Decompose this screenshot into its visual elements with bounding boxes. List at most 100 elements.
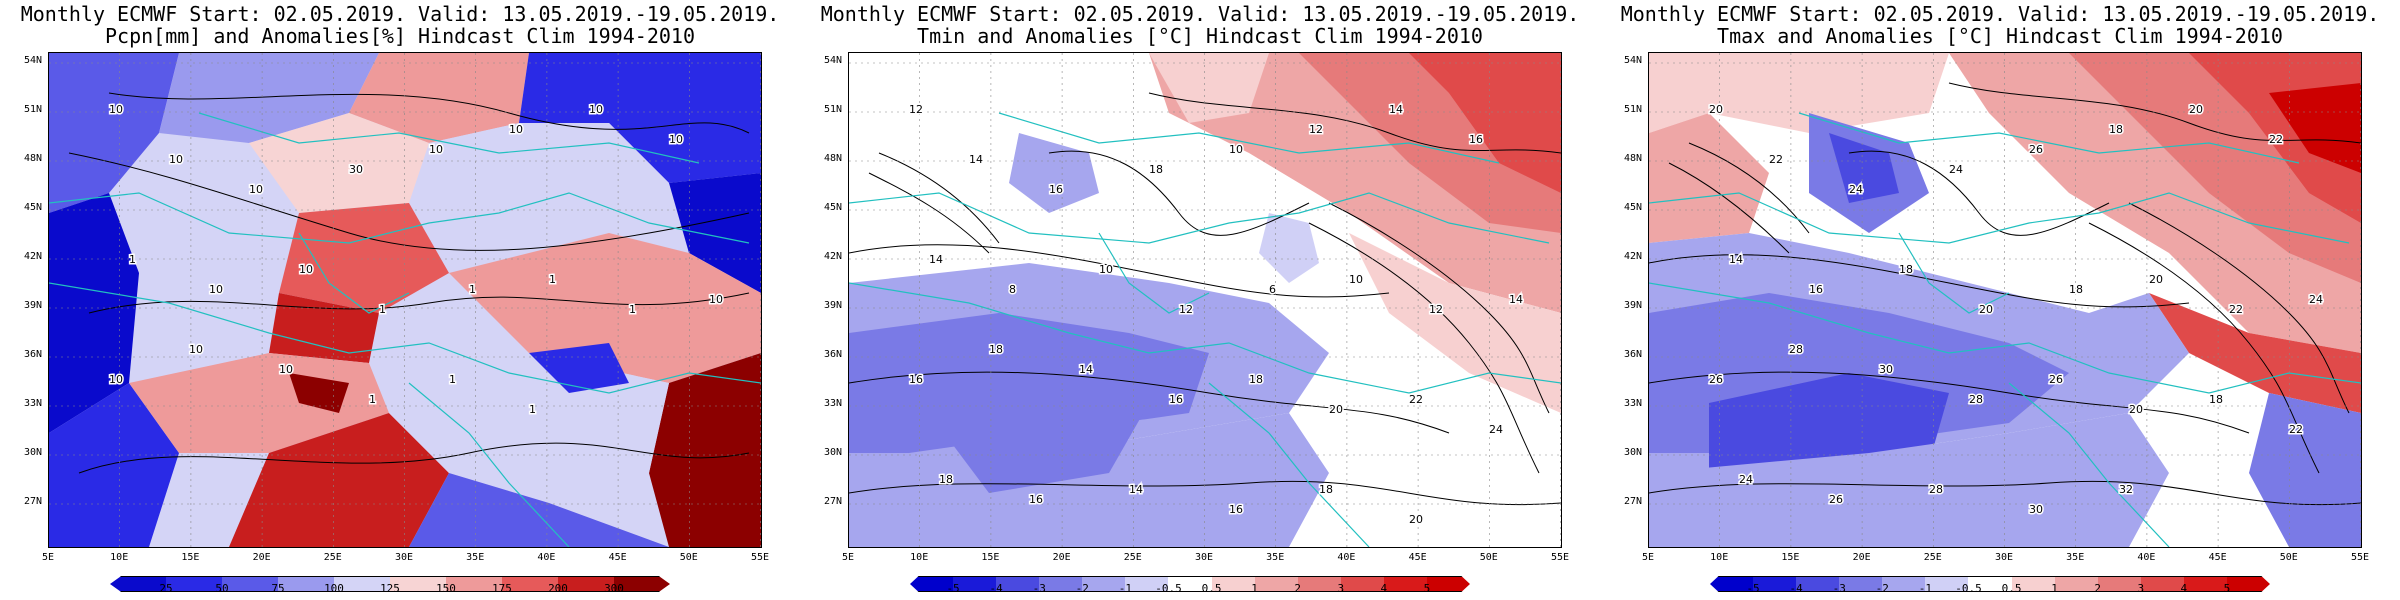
longitude-tick-label: 15E	[1781, 552, 1800, 563]
longitude-tick-label: 50E	[1479, 552, 1498, 563]
colorbar-tick-label: 175	[492, 582, 512, 595]
latitude-tick-label: 33N	[23, 398, 42, 409]
contour-label: 14	[1129, 483, 1143, 496]
longitude-tick-label: 20E	[1052, 552, 1071, 563]
contour-label: 20	[1709, 103, 1723, 116]
colorbar-segment	[278, 576, 334, 592]
contour-label: 10	[429, 143, 443, 156]
latitude-tick-label: 54N	[823, 55, 842, 66]
contour-label: 18	[1899, 263, 1913, 276]
tmin-map-svg: 12 14 16 18 10 12 14 16 14 8 10 12 6 10 12 14 16 18 14 16 18…	[849, 53, 1561, 547]
longitude-tick-label: 10E	[910, 552, 929, 563]
colorbar-tick-label: 3	[2137, 582, 2145, 595]
contour-label: 10	[279, 363, 293, 376]
colorbar-tick-label: 0.5	[2001, 582, 2022, 595]
contour-label: 1	[529, 403, 536, 416]
tmax-map-svg: 20 22 24 24 26 18 20 22 14 16 18 20 18 20 22 24 26 28 30 28…	[1649, 53, 2361, 547]
contour-label: 18	[2069, 283, 2083, 296]
contour-label: 10	[1349, 273, 1363, 286]
tmin-anomaly-map: 12 14 16 18 10 12 14 16 14 8 10 12 6 10 12 14 16 18 14 16 18…	[848, 52, 1562, 548]
contour-label: 26	[2049, 373, 2063, 386]
colorbar-tick-label: 50	[215, 582, 229, 595]
colorbar-tick-label: 25	[159, 582, 173, 595]
colorbar-segment	[1254, 576, 1298, 592]
colorbar-tick-label: 3	[1337, 582, 1345, 595]
colorbar-tick-label: 2	[1294, 582, 1301, 595]
colorbar-segment	[1082, 576, 1126, 592]
latitude-tick-label: 54N	[23, 55, 42, 66]
longitude-tick-label: 30E	[394, 552, 414, 563]
contour-label: 10	[589, 103, 603, 116]
contour-label: 24	[2309, 293, 2323, 306]
contour-label: 22	[1769, 153, 1783, 166]
colorbar-segment	[1839, 576, 1883, 592]
contour-label: 32	[2119, 483, 2133, 496]
colorbar-segment	[1168, 576, 1212, 592]
colorbar-segment	[614, 576, 670, 592]
latitude-tick-label: 36N	[823, 349, 842, 360]
colorbar-tick-label: 5	[1423, 582, 1431, 595]
contour-label: 20	[1979, 303, 1993, 316]
colorbar-tick-label: 300	[604, 582, 624, 595]
colorbar-segment	[502, 576, 558, 592]
colorbar-segment	[1796, 576, 1840, 592]
contour-label: 18	[939, 473, 953, 486]
contour-label: 10	[169, 153, 183, 166]
colorbar-tick-label: -4	[1789, 582, 1803, 595]
colorbar-tick-label: 0.5	[1201, 582, 1222, 595]
longitude-tick-label: 30E	[1194, 552, 1214, 563]
contour-label: 26	[1709, 373, 1723, 386]
longitude-tick-label: 25E	[1123, 552, 1142, 563]
panel-tmax: Monthly ECMWF Start: 02.05.2019. Valid: …	[1600, 0, 2400, 600]
contour-label: 16	[1169, 393, 1183, 406]
contour-label: 10	[709, 293, 723, 306]
contour-label: 14	[1729, 253, 1743, 266]
contour-label: 1	[129, 253, 136, 266]
colorbar-segment	[1340, 576, 1384, 592]
colorbar-segment	[1383, 576, 1427, 592]
panel-title-line2: Tmin and Anomalies [°C] Hindcast Clim 19…	[917, 24, 1483, 48]
tmax-anomaly-map: 20 22 24 24 26 18 20 22 14 16 18 20 18 20 22 24 26 28 30 28…	[1648, 52, 2362, 548]
latitude-tick-label: 51N	[1623, 104, 1642, 115]
colorbar-tick-label: -5	[946, 582, 960, 595]
contour-label: 12	[909, 103, 923, 116]
longitude-tick-label: 15E	[981, 552, 1000, 563]
latitude-tick-label: 39N	[1623, 300, 1642, 311]
longitude-tick-label: 5E	[1641, 552, 1655, 563]
panel-precipitation: Monthly ECMWF Start: 02.05.2019. Valid: …	[0, 0, 800, 600]
contour-label: 1	[629, 303, 636, 316]
latitude-tick-label: 48N	[823, 153, 842, 164]
latitude-tick-label: 48N	[1623, 153, 1642, 164]
panel-title-line2: Pcpn[mm] and Anomalies[%] Hindcast Clim …	[104, 24, 695, 48]
colorbar-tick-label: -1	[1918, 582, 1932, 595]
contour-label: 10	[299, 263, 313, 276]
colorbar-tick-label: -3	[1032, 582, 1046, 595]
contour-label: 18	[989, 343, 1003, 356]
latitude-tick-label: 36N	[23, 349, 42, 360]
contour-label: 1	[469, 283, 476, 296]
colorbar-segment	[110, 576, 166, 592]
colorbar-segment	[1968, 576, 2012, 592]
colorbar-segment	[1125, 576, 1169, 592]
longitude-tick-label: 55E	[750, 552, 770, 563]
longitude-tick-label: 45E	[2208, 552, 2227, 563]
longitude-tick-label: 45E	[1408, 552, 1427, 563]
contour-label: 12	[1179, 303, 1193, 316]
colorbar-tick-label: -0.5	[1155, 582, 1182, 595]
contour-label: 22	[1409, 393, 1423, 406]
contour-label: 1	[549, 273, 556, 286]
contour-label: 28	[1969, 393, 1983, 406]
contour-label: 10	[1229, 143, 1243, 156]
latitude-tick-label: 27N	[823, 496, 842, 507]
colorbar-segment	[390, 576, 446, 592]
colorbar-tick-label: -1	[1118, 582, 1132, 595]
contour-label: 26	[1829, 493, 1843, 506]
colorbar-segment	[2183, 576, 2227, 592]
contour-label: 16	[1809, 283, 1823, 296]
contour-label: 6	[1269, 283, 1276, 296]
colorbar-segment	[222, 576, 278, 592]
colorbar-tick-label: 100	[324, 582, 344, 595]
longitude-tick-label: 50E	[2279, 552, 2298, 563]
longitude-tick-label: 5E	[41, 552, 55, 563]
contour-label: 14	[1079, 363, 1093, 376]
